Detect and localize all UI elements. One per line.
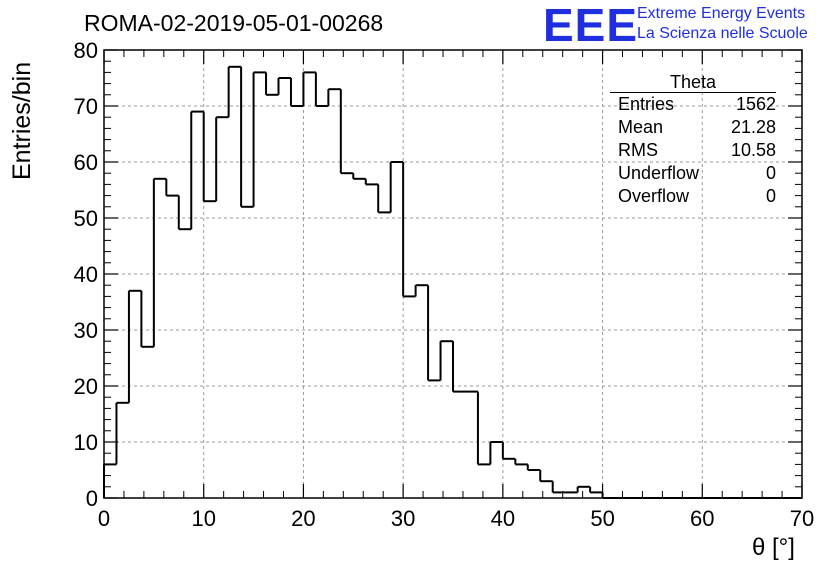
stats-row-mean: Mean 21.28 bbox=[610, 116, 776, 139]
histogram-bin bbox=[476, 391, 491, 466]
histogram-bin bbox=[152, 177, 167, 347]
stats-value: 1562 bbox=[735, 94, 776, 114]
y-tick-label: 80 bbox=[74, 38, 98, 63]
histogram-bin bbox=[402, 162, 416, 298]
tick-labels: 0 10 20 30 40 50 60 70 0 10 20 30 40 50 60 70 80 bbox=[74, 38, 815, 531]
x-tick-label: 10 bbox=[191, 506, 215, 531]
eee-logo: EEE Extreme Energy Events La Scienza nel… bbox=[543, 0, 833, 51]
histogram-bin bbox=[489, 441, 503, 465]
histogram-bin bbox=[551, 481, 566, 494]
histogram-bin bbox=[427, 285, 441, 382]
stats-label: RMS bbox=[618, 140, 658, 160]
histogram-bin bbox=[514, 458, 528, 466]
stats-row-entries: Entries 1562 bbox=[610, 93, 776, 116]
x-tick-label: 0 bbox=[98, 506, 110, 531]
histogram-bin bbox=[140, 290, 154, 348]
y-axis-label: Entries/bin bbox=[8, 61, 36, 180]
stats-value: 0 bbox=[765, 186, 776, 206]
x-tick-label: 20 bbox=[291, 506, 315, 531]
stats-row-rms: RMS 10.58 bbox=[610, 139, 776, 162]
stats-box: Theta Entries 1562 Mean 21.28 RMS 10.58 … bbox=[610, 72, 776, 208]
histogram-bin bbox=[352, 173, 366, 180]
histogram-bin bbox=[265, 72, 279, 96]
y-tick-label: 0 bbox=[86, 486, 98, 511]
y-tick-label: 40 bbox=[74, 262, 98, 287]
y-tick-label: 50 bbox=[74, 206, 98, 231]
histogram-bin bbox=[115, 401, 129, 465]
histogram-bin bbox=[452, 341, 466, 393]
histogram-bin bbox=[576, 485, 591, 493]
stats-value: 10.58 bbox=[730, 140, 776, 160]
histogram-bin bbox=[601, 492, 616, 499]
stats-label: Entries bbox=[618, 94, 675, 114]
y-tick-label: 20 bbox=[74, 374, 98, 399]
histogram-bin bbox=[177, 195, 192, 231]
stats-row-overflow: Overflow 0 bbox=[610, 185, 776, 208]
run-title: ROMA-02-2019-05-01-00268 bbox=[84, 10, 384, 36]
histogram-bin bbox=[364, 178, 379, 186]
y-tick-label: 10 bbox=[74, 430, 98, 455]
histogram-bin bbox=[103, 463, 117, 498]
x-axis-label: θ [°] bbox=[752, 534, 795, 561]
histogram-bin bbox=[190, 110, 204, 230]
histogram-bin bbox=[327, 88, 341, 106]
x-tick-label: 70 bbox=[790, 506, 814, 531]
stats-label: Overflow bbox=[618, 186, 690, 206]
histogram-bin bbox=[302, 71, 316, 106]
x-tick-label: 50 bbox=[590, 506, 614, 531]
histogram-bin bbox=[314, 72, 329, 107]
histogram-bin bbox=[539, 470, 553, 483]
y-tick-label: 70 bbox=[74, 94, 98, 119]
histogram-bin bbox=[240, 66, 254, 208]
stats-value: 21.28 bbox=[730, 117, 776, 137]
histogram-bin bbox=[202, 111, 217, 203]
stats-title: Theta bbox=[610, 72, 776, 93]
histogram-bin bbox=[127, 289, 142, 403]
logo-line-1: Extreme Energy Events bbox=[637, 5, 806, 22]
histogram-bin bbox=[439, 340, 453, 381]
histogram-bin bbox=[252, 71, 267, 207]
y-tick-label: 30 bbox=[74, 318, 98, 343]
grid-lines bbox=[104, 50, 802, 498]
stats-label: Mean bbox=[618, 117, 664, 137]
histogram-bin bbox=[589, 486, 603, 494]
histogram-bin bbox=[289, 78, 304, 107]
histogram-bin bbox=[339, 89, 354, 175]
histogram-bin bbox=[389, 161, 404, 213]
plot-frame bbox=[103, 49, 803, 499]
logo-line-2: La Scienza nelle Scuole bbox=[637, 25, 808, 42]
histogram-bin bbox=[165, 178, 179, 197]
histogram-bin bbox=[277, 77, 291, 95]
y-tick-label: 60 bbox=[74, 150, 98, 175]
x-tick-label: 30 bbox=[391, 506, 415, 531]
histogram-bin bbox=[377, 184, 391, 214]
x-tick-label: 60 bbox=[690, 506, 714, 531]
stats-value: 0 bbox=[765, 163, 776, 183]
histogram-bin bbox=[414, 284, 429, 297]
x-tick-label: 40 bbox=[491, 506, 515, 531]
stats-row-underflow: Underflow 0 bbox=[610, 162, 776, 185]
histogram-bin bbox=[227, 65, 242, 118]
stats-label: Underflow bbox=[618, 163, 700, 183]
histogram-bin bbox=[526, 464, 541, 471]
histogram-bin bbox=[501, 442, 516, 460]
logo-mark: EEE bbox=[543, 0, 639, 51]
histogram-bin bbox=[215, 116, 229, 202]
